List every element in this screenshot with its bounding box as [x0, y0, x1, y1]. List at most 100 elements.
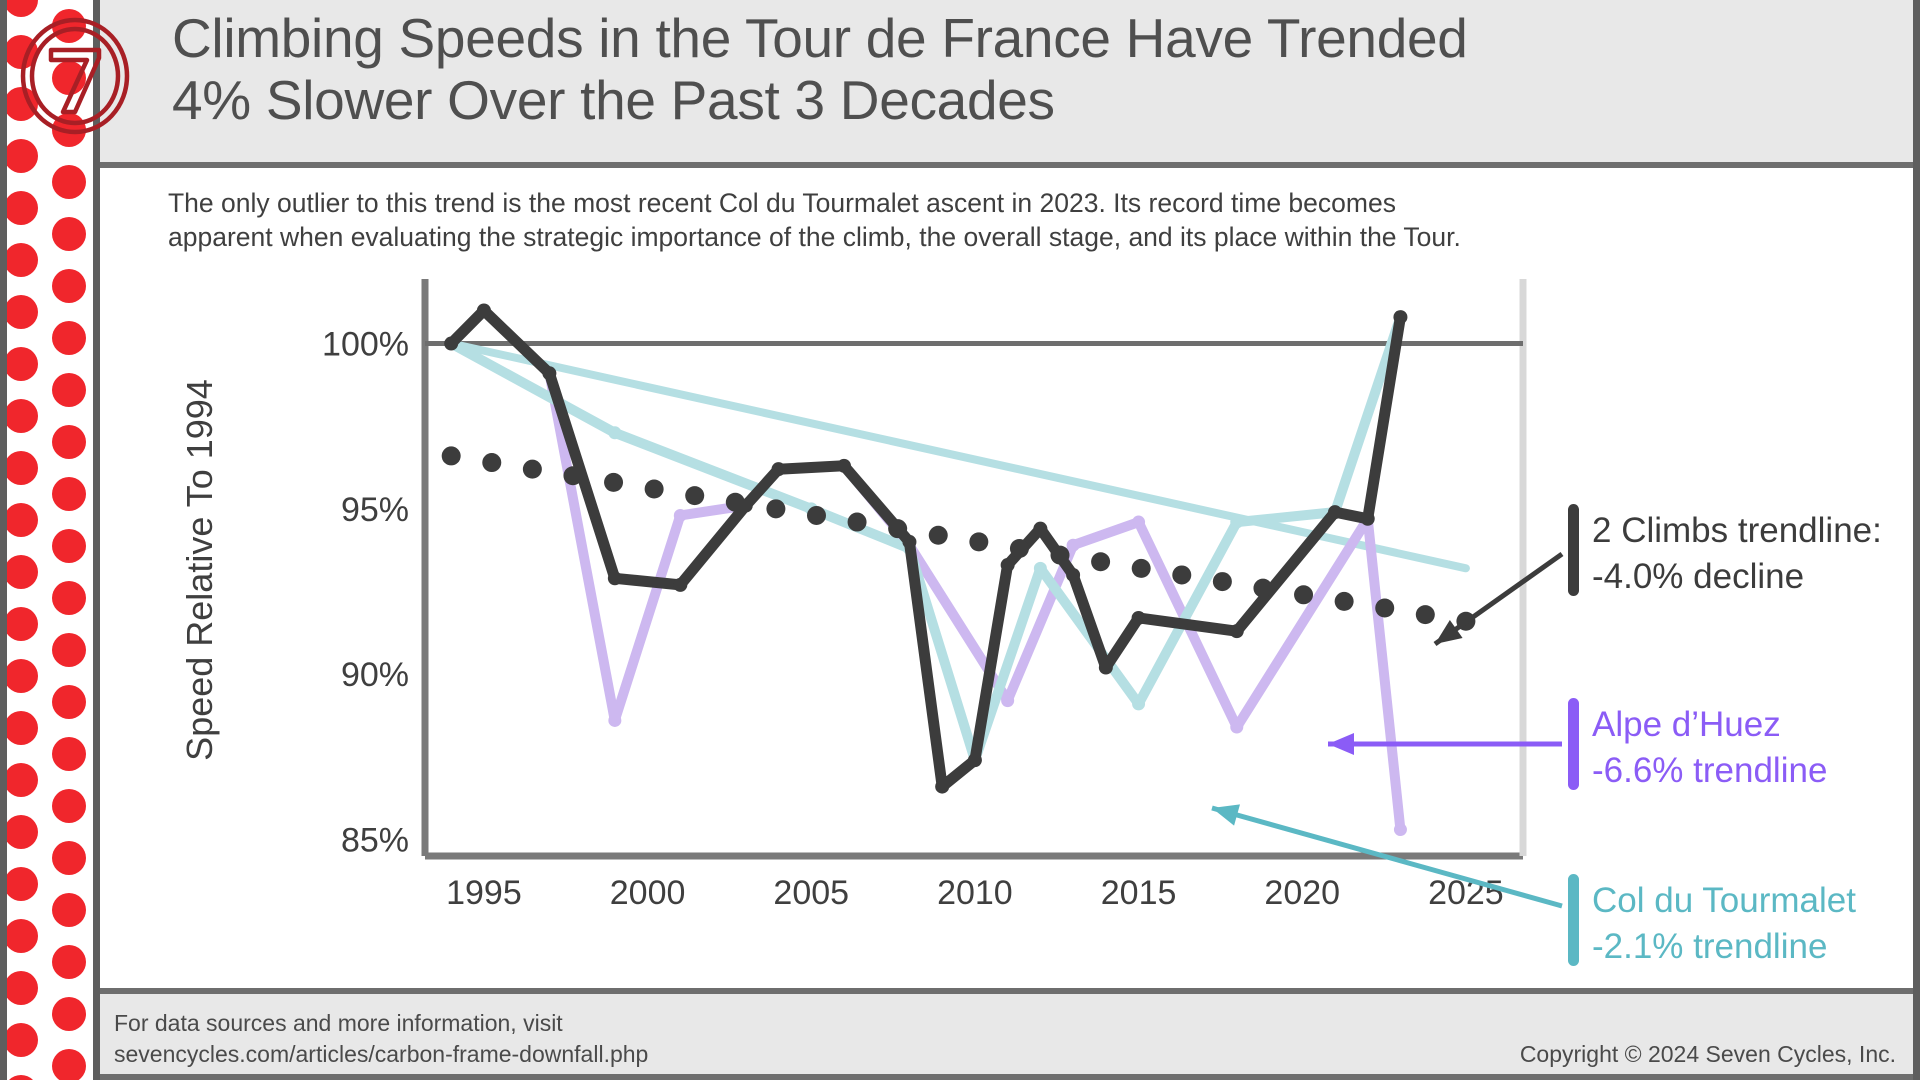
polka-dot — [7, 243, 38, 277]
trendline-dot — [1334, 591, 1354, 611]
trendline-dot — [1415, 605, 1435, 625]
polka-dot — [52, 945, 86, 979]
data-point — [607, 571, 622, 586]
annotation-label-line-1: 2 Climbs trendline: — [1592, 511, 1882, 550]
trendline-dot — [1375, 598, 1395, 618]
page-title-line-2: 4% Slower Over the Past 3 Decades — [172, 68, 1055, 131]
polka-dot — [7, 295, 38, 329]
data-point — [1033, 561, 1047, 575]
trendline-dot — [1212, 572, 1232, 592]
polka-dot — [7, 711, 38, 745]
polka-dot — [7, 555, 38, 589]
trendline-dot — [969, 532, 989, 552]
copyright-text: Copyright © 2024 Seven Cycles, Inc. — [1519, 1041, 1896, 1067]
y-axis-title: Speed Relative To 1994 — [179, 379, 220, 761]
trendline-dot — [725, 492, 745, 512]
data-point — [1393, 310, 1408, 325]
trendline-dot — [766, 499, 786, 519]
trendline-dot — [847, 512, 867, 532]
polka-dot — [52, 9, 86, 43]
content-card: The only outlier to this trend is the mo… — [100, 168, 1920, 988]
source-note: For data sources and more information, v… — [114, 1008, 648, 1070]
polka-dot — [52, 581, 86, 615]
trendline-dot — [1050, 545, 1070, 565]
trendline-dot — [482, 453, 502, 473]
series-2-climbs-average — [445, 305, 1406, 793]
polka-dot — [7, 139, 38, 173]
polka-dot — [7, 867, 38, 901]
page-title: Climbing Speeds in the Tour de France Ha… — [172, 7, 1872, 131]
polka-dot — [52, 425, 86, 459]
polka-dot — [52, 841, 86, 875]
data-point — [1066, 538, 1080, 552]
trendline-dot — [806, 505, 826, 525]
seven-cycles-logo — [15, 14, 135, 138]
polka-dot — [7, 607, 38, 641]
subtitle-line-1: The only outlier to this trend is the mo… — [168, 188, 1396, 218]
annotation-col-du-tourmalet-trendline: Col du Tourmalet -2.1% trendline — [1211, 804, 1856, 966]
series-col-du-tourmalet-trendline — [447, 339, 1470, 573]
data-point — [1360, 511, 1375, 526]
trendline-dot — [1091, 552, 1111, 572]
data-point — [1033, 521, 1048, 536]
trendline-dot — [563, 466, 583, 486]
polka-dot-pattern — [7, 0, 93, 1080]
trendline-two-climbs — [441, 446, 1476, 631]
polka-dot — [52, 997, 86, 1031]
data-point — [1327, 505, 1342, 520]
data-point — [1230, 720, 1244, 734]
line-chart: 85%90%95%100%1995 2000 2005 2010 2015 2020 202… — [179, 279, 1882, 966]
data-point — [1001, 694, 1015, 708]
subtitle-line-2: apparent when evaluating the strategic i… — [168, 222, 1461, 253]
data-point — [476, 303, 491, 318]
source-note-line-1: For data sources and more information, v… — [114, 1010, 563, 1036]
x-tick-label: 2015 — [1101, 874, 1177, 912]
data-point — [1098, 660, 1113, 675]
x-tick-label: 1995 — [446, 874, 522, 912]
data-point — [902, 534, 917, 549]
footer-bar: For data sources and more information, v… — [100, 988, 1920, 1080]
polka-dot — [7, 347, 38, 381]
data-point — [1132, 515, 1146, 529]
x-tick-label: 2005 — [773, 874, 849, 912]
polka-dot — [52, 165, 86, 199]
trendline-dot — [604, 472, 624, 492]
polka-dot — [7, 919, 38, 953]
annotation-two-climbs-trendline: 2 Climbs trendline: -4.0% decline — [1433, 504, 1882, 647]
polka-dot — [7, 503, 38, 537]
data-point — [1066, 567, 1081, 582]
right-border — [1913, 0, 1920, 1080]
annotation-bracket — [1568, 504, 1579, 596]
y-tick-label: 100% — [322, 326, 409, 364]
polka-dot — [52, 373, 86, 407]
annotation-leader-line — [1211, 805, 1563, 909]
polka-dot — [52, 217, 86, 251]
trendline-dot — [928, 525, 948, 545]
header-bar: Climbing Speeds in the Tour de France Ha… — [20, 0, 1920, 168]
series-col-du-tourmalet — [446, 312, 1406, 766]
polka-dot — [52, 529, 86, 563]
data-point — [967, 753, 982, 768]
polka-dot — [7, 451, 38, 485]
polka-dot — [7, 659, 38, 693]
trendline-dot — [1253, 578, 1273, 598]
y-tick-label: 90% — [341, 656, 409, 694]
data-point — [608, 713, 622, 727]
polka-dot — [7, 971, 38, 1005]
trendline-dot — [1009, 539, 1029, 559]
chart-area: 85% 90% 95% 100% 1995 2000 2005 2010 2015 2020 202… — [100, 246, 1920, 986]
annotation-arrowhead — [1212, 804, 1241, 826]
polka-dot — [52, 789, 86, 823]
data-point — [1131, 610, 1146, 625]
data-point — [444, 336, 459, 351]
series-alpe-d-huez — [446, 305, 1406, 835]
polka-dot — [7, 763, 38, 797]
source-note-line-2[interactable]: sevencycles.com/articles/carbon-frame-do… — [114, 1041, 649, 1068]
polka-dot — [52, 477, 86, 511]
polka-dot — [7, 399, 38, 433]
polka-dot — [52, 321, 86, 355]
annotation-arrowhead — [1328, 733, 1354, 755]
x-tick-label: 2020 — [1264, 874, 1340, 912]
polka-dot — [7, 1023, 38, 1057]
